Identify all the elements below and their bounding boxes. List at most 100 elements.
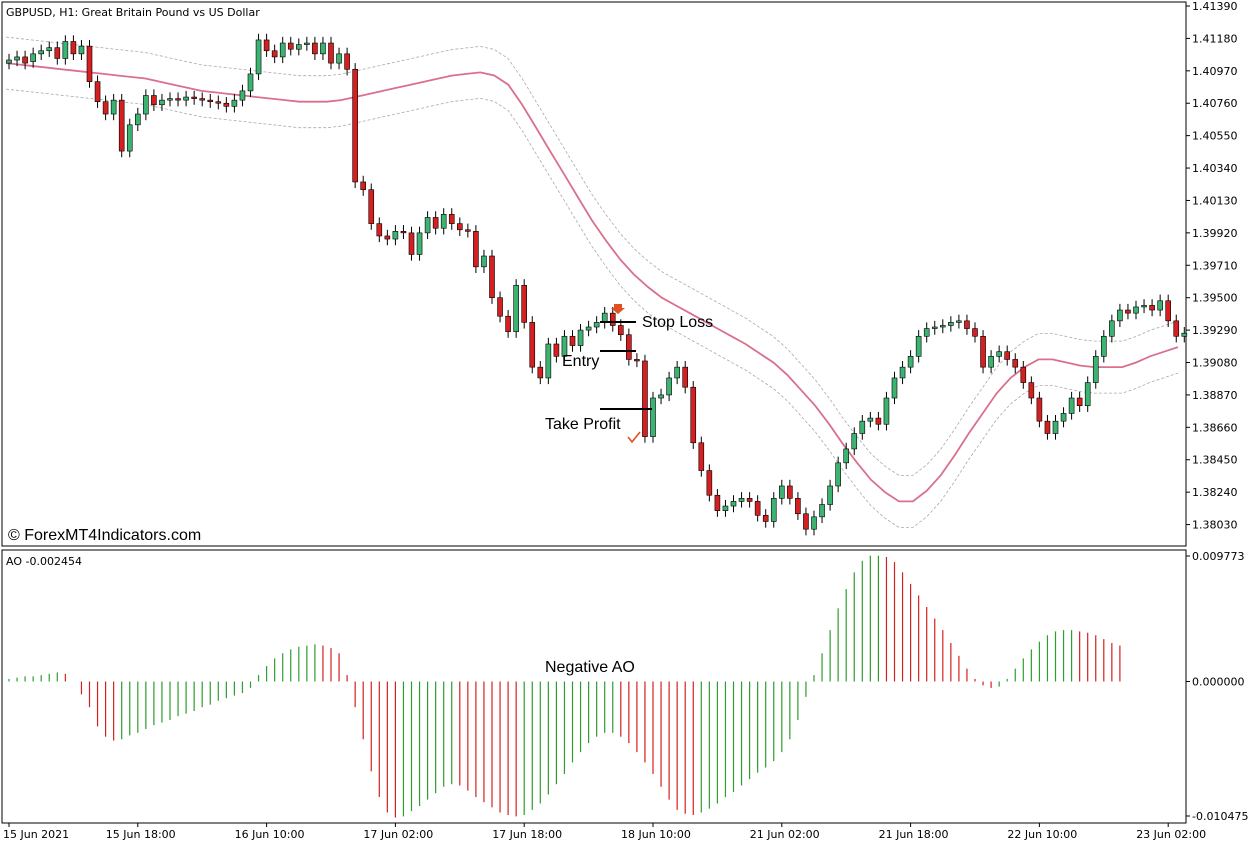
candle-body [827,485,833,505]
candle [368,183,375,230]
candle-body [851,433,858,450]
candle [803,507,809,536]
candle-body [835,462,841,487]
candle [746,492,753,508]
candle-body [183,96,189,101]
candle [102,95,109,121]
candle [408,226,415,261]
candle-body [344,53,350,70]
candle-body [513,285,519,332]
time-tick-label: 21 Jun 18:00 [879,828,949,841]
candle [295,38,302,56]
candle-body [6,59,12,64]
candle-body [86,45,93,82]
candle [448,208,455,230]
price-axis: 1.41390 1.41180 1.40970 1.40760 1.40550 1.403… [1186,0,1238,532]
candle-body [666,377,672,396]
candle [787,479,793,505]
candle-body [191,96,197,99]
candle [545,337,552,385]
candle-body [239,90,246,101]
candle-body [593,322,600,328]
candle [489,249,495,304]
candle-body [1133,306,1139,314]
candle [706,464,713,502]
candle-body [312,42,318,55]
candle [400,225,407,240]
candle-body [263,39,270,52]
candle-body [223,102,230,107]
candle [1020,360,1027,389]
candle-body [118,99,125,152]
candle-body [481,255,487,268]
candle-body [62,41,69,59]
time-tick-label: 15 Jun 2021 [3,828,69,841]
candle [263,33,270,57]
time-tick-label: 17 Jun 02:00 [363,828,433,841]
candle [1157,294,1163,317]
candle-body [867,417,874,422]
candle [996,345,1002,363]
candle [1092,350,1099,389]
candle-body [714,494,721,511]
envelope-lines [5,36,1179,528]
candle-body [46,47,53,52]
candle-body [722,505,729,511]
candle-body [328,42,334,64]
candle [497,291,503,323]
candle-body [650,397,656,437]
trade-annotations: Stop Loss Entry Take Profit [545,304,713,444]
candle-body [1181,332,1188,337]
moving-average-line [5,62,1179,503]
candle-body [38,50,45,55]
candle [690,381,697,449]
candle [70,35,77,61]
candle [440,208,447,235]
ao-histogram [8,555,1121,818]
candle-body [1012,359,1019,368]
candle-body [489,255,495,298]
candle [1101,330,1107,363]
candle-body [392,231,399,240]
candle [1109,314,1115,343]
time-tick-label: 21 Jun 02:00 [750,828,820,841]
candle [304,36,310,51]
candle [344,47,350,76]
upper-envelope [5,36,1179,476]
candle-body [320,42,326,55]
candle-body [996,351,1002,357]
candle-body [577,329,584,346]
candle-body [690,386,697,444]
candle-body [859,420,866,434]
candle [1149,299,1155,317]
candle [513,279,519,338]
candle-body [972,328,978,337]
candle-body [948,322,954,326]
candle [1133,300,1139,320]
candle-body [22,56,28,64]
candle [964,314,970,335]
candle [956,314,962,329]
candle [175,92,181,107]
candle-body [762,515,769,522]
candle [1036,391,1043,428]
candle [255,33,262,81]
candle-body [384,235,391,240]
watermark: © ForexMT4Indicators.com [8,527,201,544]
candle-body [698,442,705,471]
candle [199,92,205,107]
candle [54,41,61,65]
entry-label: Entry [562,353,599,370]
candle [328,36,334,70]
candle [529,316,536,374]
candle-body [456,223,463,231]
candle [465,223,471,238]
candle-body [819,504,825,518]
candle-body [360,181,367,190]
candle-body [634,359,640,362]
stop-loss-label: Stop Loss [642,314,713,331]
candle-body [770,498,777,522]
candle-body [803,513,809,530]
price-tick-label: 1.41180 [1192,32,1238,45]
candle-body [497,297,503,317]
